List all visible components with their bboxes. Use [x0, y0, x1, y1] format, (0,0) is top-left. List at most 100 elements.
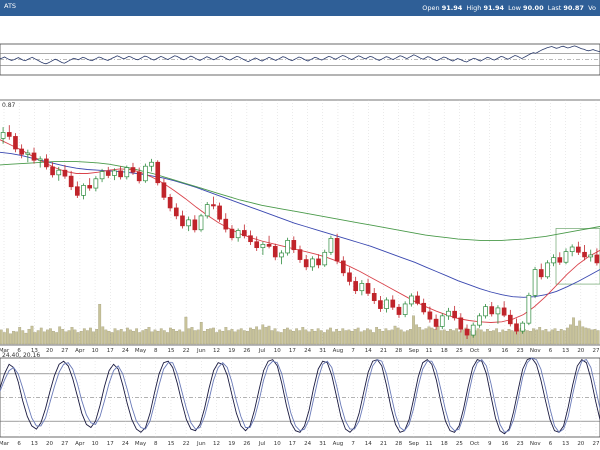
volume-bar	[501, 329, 505, 345]
price-x-tick-label: 15	[167, 348, 174, 354]
resistance-box	[555, 228, 600, 285]
volume-bar	[581, 326, 585, 345]
stochastic-x-tick-label: 6	[549, 441, 553, 447]
price-x-tick-label: Nov	[530, 348, 541, 354]
candle-body	[470, 324, 476, 336]
volume-bar	[479, 329, 483, 345]
price-x-tick-label: 14	[365, 348, 372, 354]
volume-bar	[267, 325, 271, 345]
candle-body	[229, 228, 235, 239]
volume-bar	[384, 328, 388, 345]
volume-bar	[126, 327, 129, 345]
stochastic-x-tick-label: 20	[46, 441, 53, 447]
stochastic-x-tick-label: 17	[289, 441, 296, 447]
volume-bar	[110, 332, 114, 345]
volume-bar	[378, 329, 382, 345]
price-x-tick-label: 8	[154, 348, 158, 354]
last-label: Last	[547, 4, 562, 12]
volume-bar	[562, 330, 566, 345]
stochastic-x-tick-label: 15	[167, 441, 174, 447]
candle-body	[551, 257, 556, 264]
volume-bar	[452, 330, 455, 345]
stochastic-x-tick-label: 8	[154, 441, 158, 447]
price-panel: 0.87 Mar 6 13 20 27 Apr 10 17 24 May 8 15 22 Jun 12 19 26…	[0, 99, 600, 354]
candle-body	[310, 258, 315, 268]
price-x-tick-label: Oct	[470, 348, 480, 354]
price-x-tick-label: 19	[228, 348, 235, 354]
volume-bar	[541, 330, 545, 345]
stochastic-x-tick-label: 13	[31, 441, 38, 447]
sma-long-line	[0, 161, 600, 241]
volume-bar	[344, 330, 348, 345]
price-x-tick-label: 31	[319, 348, 326, 354]
candle-body	[74, 186, 80, 196]
volume-bar	[202, 330, 206, 345]
volume-bar	[369, 329, 372, 345]
candle-body	[439, 315, 445, 327]
stochastic-x-tick-label: Jun	[196, 441, 206, 447]
volume-bar	[64, 331, 68, 345]
volume-bar	[335, 329, 339, 345]
volume-bar	[239, 328, 243, 345]
volume-bar	[119, 329, 123, 345]
volume-bar	[261, 324, 265, 345]
price-x-tick-label: 20	[46, 348, 53, 354]
volume-bar	[495, 328, 499, 345]
candle-body	[99, 171, 105, 180]
volume-bar	[307, 331, 311, 345]
volume-bar	[76, 332, 80, 345]
volume-bar	[430, 327, 434, 345]
price-x-tick-label: 18	[441, 348, 448, 354]
candle-body	[347, 272, 352, 282]
top-indicator-panel	[0, 43, 600, 76]
candle-body	[501, 307, 507, 316]
price-x-tick-label: 10	[92, 348, 99, 354]
volume-bar	[572, 317, 575, 345]
volume-bar	[538, 327, 542, 345]
candle-body	[365, 283, 371, 294]
volume-bar	[375, 327, 379, 345]
price-x-tick-label: 13	[562, 348, 569, 354]
price-x-tick-label: 9	[488, 348, 492, 354]
high-label: High	[466, 4, 482, 12]
stochastic-x-tick-label: 24	[304, 441, 311, 447]
volume-bar	[584, 327, 588, 345]
candle-body	[266, 244, 272, 247]
volume-bar	[33, 332, 37, 345]
volume-bar	[418, 327, 422, 345]
candle-body	[507, 314, 513, 325]
open-value: 91.94	[441, 4, 463, 12]
volume-bar	[455, 328, 459, 345]
candle-body	[415, 295, 420, 304]
volume-bar	[310, 329, 314, 345]
candle-body	[588, 254, 594, 258]
volume-bar	[209, 328, 212, 345]
price-x-tick-label: 21	[380, 348, 387, 354]
candle-body	[161, 182, 167, 198]
top-panel-frame	[0, 43, 600, 76]
stochastic-title: 24.40, 20.16	[2, 352, 40, 359]
stochastic-x-tick-label: Jul	[258, 441, 266, 447]
price-x-tick-label: 13	[31, 348, 38, 354]
volume-bar	[304, 329, 308, 345]
volume-bar	[24, 332, 28, 345]
candle-body	[180, 215, 185, 227]
candle-body	[198, 215, 204, 231]
volume-bar	[73, 329, 77, 345]
candle-body	[254, 241, 260, 249]
candle-body	[0, 132, 6, 139]
candle-body	[495, 307, 501, 315]
candle-body	[538, 269, 544, 278]
volume-bar	[36, 330, 40, 345]
volume-bar	[482, 331, 486, 345]
volume-bar	[159, 328, 163, 345]
candle-body	[248, 235, 253, 243]
stochastic-x-tick-label: 18	[441, 441, 448, 447]
candle-body	[136, 171, 142, 182]
volume-bar	[347, 329, 351, 345]
volume-bar	[193, 330, 197, 345]
stochastic-x-tick-label: 11	[426, 441, 433, 447]
price-x-tick-label: 7	[351, 348, 355, 354]
volume-bar	[86, 330, 89, 345]
volume-bar	[122, 331, 126, 345]
